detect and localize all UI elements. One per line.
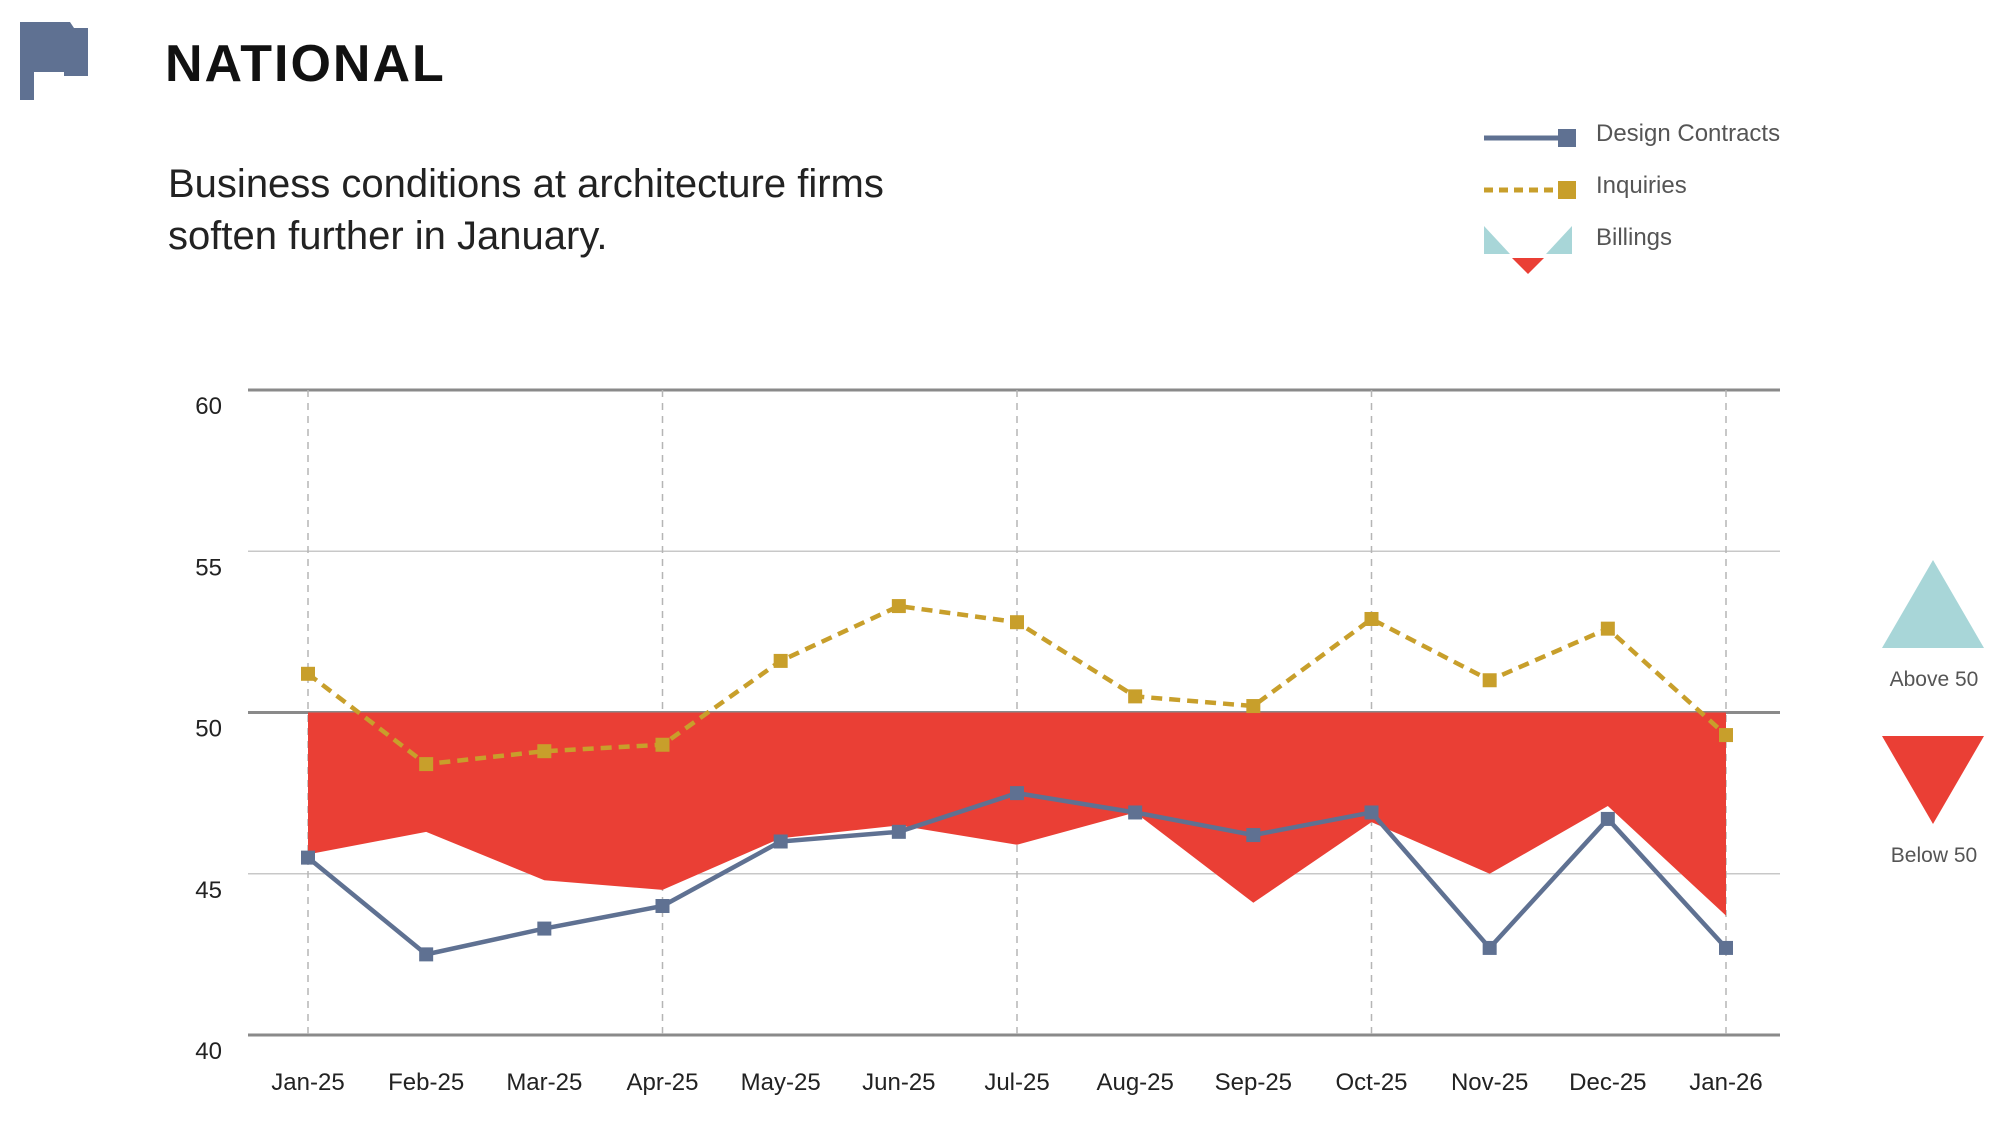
design-contracts-point [1600, 811, 1615, 826]
design-contracts-point [655, 899, 670, 913]
inquiries-point [773, 653, 788, 668]
chart-subtitle: Business conditions at architecture firm… [168, 162, 884, 258]
legend-design-contracts-swatch [1484, 129, 1576, 147]
y-tick-label: 45 [195, 877, 222, 904]
x-tick-label: Aug-25 [1096, 1069, 1173, 1096]
design-contracts-point [1010, 786, 1024, 801]
x-tick-label: May-25 [741, 1069, 821, 1096]
inquiries-point [1482, 673, 1497, 688]
y-tick-label: 55 [195, 554, 222, 581]
x-tick-label: Mar-25 [506, 1069, 582, 1096]
design-contracts-point [1482, 940, 1497, 955]
legend-inquiries-label: Inquiries [1596, 172, 1687, 199]
inquiries-point [419, 757, 434, 772]
inquiries-point [301, 666, 315, 681]
inquiries-point [655, 737, 670, 752]
above-50-triangle-icon [1882, 560, 1984, 648]
design-contracts-point [419, 947, 434, 962]
inquiries-point [1246, 699, 1261, 714]
y-tick-label: 60 [195, 393, 222, 420]
design-contracts-point [1364, 805, 1379, 820]
x-tick-label: Jan-26 [1689, 1069, 1762, 1096]
x-tick-label: Feb-25 [388, 1069, 464, 1096]
inquiries-point [1600, 621, 1615, 636]
above-50-label: Above 50 [1889, 668, 1979, 691]
x-tick-label: Dec-25 [1569, 1069, 1646, 1096]
design-contracts-point [1719, 940, 1733, 955]
x-tick-label: Apr-25 [626, 1069, 698, 1096]
x-tick-label: Jan-25 [271, 1069, 344, 1096]
inquiries-point [891, 599, 906, 614]
y-tick-label: 50 [195, 716, 222, 743]
x-tick-label: Nov-25 [1451, 1069, 1528, 1096]
inquiries-point [1719, 728, 1733, 743]
legend-billings-swatch [1484, 226, 1572, 274]
billings-area [308, 712, 1726, 916]
x-tick-label: Oct-25 [1335, 1069, 1407, 1096]
legend-billings-label: Billings [1596, 224, 1673, 251]
x-tick-label: Jun-25 [862, 1069, 935, 1096]
x-tick-label: Sep-25 [1215, 1069, 1292, 1096]
design-contracts-point [301, 850, 315, 865]
design-contracts-point [1128, 805, 1143, 820]
design-contracts-point [1246, 828, 1261, 843]
inquiries-point [1010, 615, 1024, 630]
y-tick-label: 40 [195, 1038, 222, 1065]
design-contracts-point [773, 834, 788, 849]
design-contracts-point [891, 824, 906, 839]
below-50-triangle-icon [1882, 736, 1984, 824]
flag-icon [20, 22, 88, 100]
x-tick-label: Jul-25 [984, 1069, 1049, 1096]
legend-design-contracts-label: Design Contracts [1596, 120, 1781, 147]
inquiries-point [1128, 689, 1143, 704]
legend-inquiries-swatch [1484, 181, 1576, 199]
inquiries-point [537, 744, 552, 759]
below-50-label: Below 50 [1890, 844, 1978, 867]
inquiries-point [1364, 611, 1379, 626]
page-title: NATIONAL [165, 35, 446, 93]
design-contracts-point [537, 921, 552, 936]
